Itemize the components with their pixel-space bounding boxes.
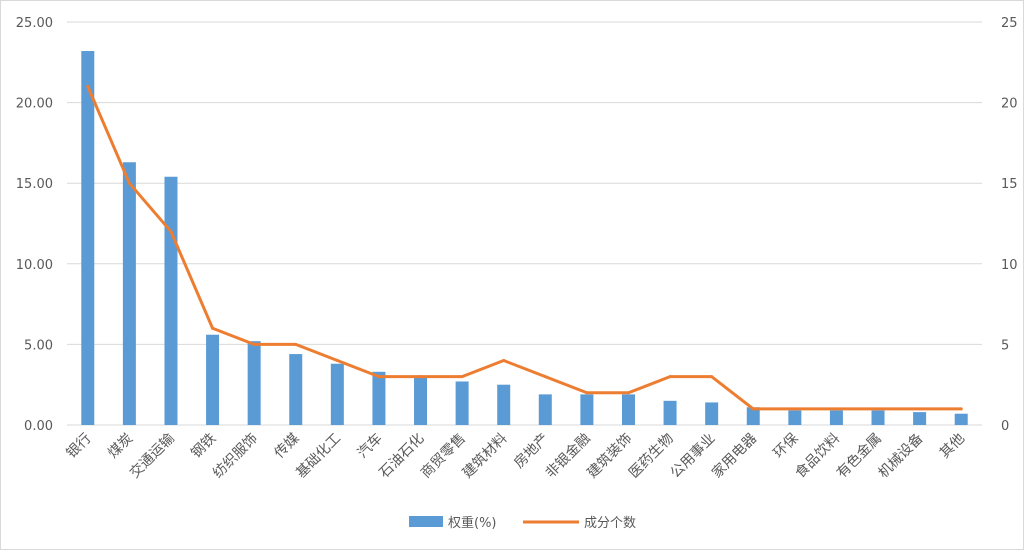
category-label: 机械设备 [875,430,927,482]
bar-有色金属 [871,410,885,425]
bar-食品饮料 [829,410,843,425]
line-series [86,84,963,411]
bar-建筑材料 [497,384,511,425]
category-label: 煤炭 [105,431,136,462]
category-label: 交通运输 [126,430,178,482]
bar-基础化工 [330,363,344,425]
line-point-建筑材料 [502,359,506,363]
left-axis-tick-label: 5.00 [24,338,53,353]
bar-汽车 [372,371,386,425]
category-label: 其他 [937,431,968,462]
category-label: 非银金融 [543,431,594,482]
bar-纺织服饰 [247,341,261,425]
line-point-汽车 [377,375,381,379]
left-axis-tick-label: 20.00 [16,97,53,112]
line-point-煤炭 [127,181,131,185]
legend-line-label: 成分个数 [584,516,636,531]
line-point-交通运输 [169,230,173,234]
left-axis-tick-label: 10.00 [16,258,53,273]
category-label: 食品饮料 [792,430,844,482]
right-axis-ticks: 0 5 10 15 20 25 [1001,16,1018,434]
bar-其他 [954,413,968,425]
bar-非银金融 [580,394,594,425]
line-point-有色金属 [876,407,880,411]
category-label: 家用电器 [708,430,760,482]
bar-环保 [788,410,802,425]
line-point-机械设备 [918,407,922,411]
line-point-房地产 [543,375,547,379]
line-point-商贸零售 [460,375,464,379]
category-label: 基础化工 [293,430,345,482]
category-label: 钢铁 [188,431,219,462]
category-label: 传媒 [271,431,302,462]
line-point-纺织服饰 [252,342,256,346]
bar-家用电器 [746,407,760,425]
bar-钢铁 [206,334,220,425]
bar-房地产 [538,394,552,425]
category-label: 石油石化 [376,431,427,482]
category-label: 纺织服饰 [210,431,261,482]
right-axis-tick-label: 15 [1001,177,1018,192]
bar-传媒 [289,354,303,425]
category-label: 有色金属 [833,430,885,482]
bar-煤炭 [122,162,136,425]
legend-bar-swatch [409,516,443,527]
left-axis-tick-label: 0.00 [24,419,53,434]
right-axis-tick-label: 25 [1001,16,1018,31]
line-point-非银金融 [585,391,589,395]
category-label: 建筑装饰 [584,431,635,482]
line-point-其他 [959,407,963,411]
category-label: 商贸零售 [418,431,469,482]
bar-建筑装饰 [621,394,635,425]
category-label: 房地产 [511,431,552,472]
line-point-石油石化 [419,375,423,379]
category-label: 建筑材料 [460,431,511,482]
bar-银行 [81,51,95,426]
line-point-建筑装饰 [626,391,630,395]
legend: 权重(%) 成分个数 [409,515,636,531]
right-axis-tick-label: 0 [1001,419,1009,434]
right-axis-tick-label: 10 [1001,258,1018,273]
left-axis-tick-label: 15.00 [16,177,53,192]
bar-石油石化 [414,376,428,425]
line-point-银行 [86,84,90,88]
category-label: 银行 [64,431,95,462]
category-label: 汽车 [354,430,386,462]
legend-bar-label: 权重(%) [448,515,497,531]
line-point-公用事业 [710,375,714,379]
line-point-环保 [793,407,797,411]
line-series-path [86,84,963,411]
bar-机械设备 [913,412,927,425]
line-point-家用电器 [751,407,755,411]
line-point-基础化工 [335,359,339,363]
bar-医药生物 [663,400,677,425]
bar-公用事业 [705,402,719,425]
category-label: 公用事业 [668,431,719,482]
right-axis-tick-label: 20 [1001,97,1018,112]
left-axis-tick-label: 25.00 [16,16,53,31]
gridlines [67,21,982,426]
line-point-钢铁 [211,326,215,330]
line-point-医药生物 [668,375,672,379]
category-label: 医药生物 [626,431,677,482]
line-point-食品饮料 [834,407,838,411]
bar-交通运输 [164,176,178,425]
right-axis-tick-label: 5 [1001,338,1009,353]
left-axis-ticks: 0.00 5.00 10.00 15.00 20.00 25.00 [16,16,53,434]
line-point-传媒 [294,342,298,346]
bar-商贸零售 [455,381,469,425]
category-label: 环保 [771,431,802,462]
